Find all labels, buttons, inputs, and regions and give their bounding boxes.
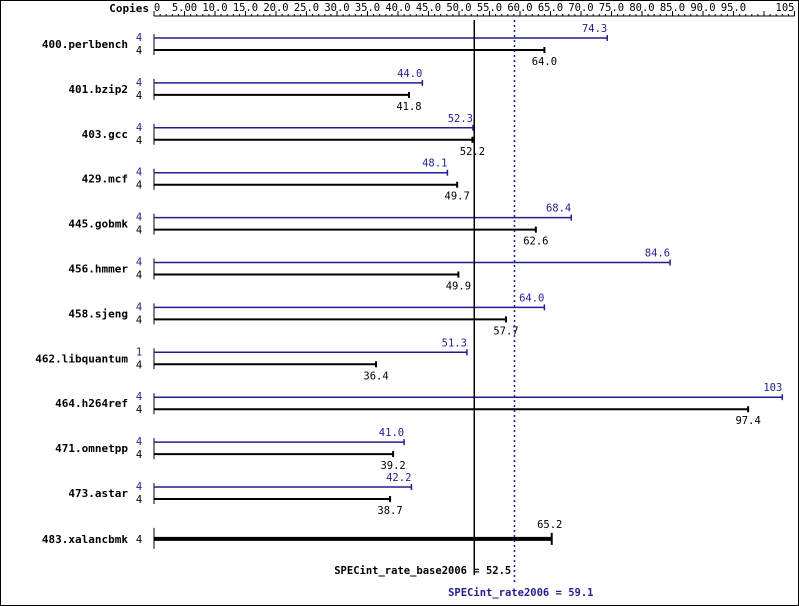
benchmark-label: 471.omnetpp bbox=[55, 442, 128, 455]
base-copies-label: 4 bbox=[136, 45, 142, 57]
peak-copies-label: 4 bbox=[136, 257, 142, 269]
base-copies-label: 4 bbox=[136, 314, 142, 326]
base-copies-label: 4 bbox=[136, 449, 142, 461]
x-tick-label: 35.0 bbox=[355, 2, 380, 14]
peak-value-label: 52.3 bbox=[448, 113, 473, 125]
benchmark-label: 462.libquantum bbox=[35, 352, 128, 365]
x-tick-label: 45.0 bbox=[416, 2, 441, 14]
peak-copies-label: 4 bbox=[136, 77, 142, 89]
copies-header: Copies bbox=[109, 2, 149, 15]
peak-value-label: 68.4 bbox=[546, 203, 571, 215]
peak-copies-label: 1 bbox=[136, 346, 142, 358]
peak-reference-label: SPECint_rate2006 = 59.1 bbox=[448, 587, 593, 599]
benchmark-label: 429.mcf bbox=[82, 173, 128, 186]
x-tick-label: 5.00 bbox=[172, 2, 197, 14]
base-value-label: 97.4 bbox=[735, 415, 760, 427]
base-value-label: 49.9 bbox=[446, 281, 471, 293]
benchmark-label: 403.gcc bbox=[82, 128, 128, 141]
base-copies-label: 4 bbox=[136, 135, 142, 147]
x-tick-label: 90.0 bbox=[690, 2, 715, 14]
base-value-label: 57.7 bbox=[493, 325, 518, 337]
peak-copies-label: 4 bbox=[136, 391, 142, 403]
x-tick-label: 75.0 bbox=[599, 2, 624, 14]
peak-value-label: 41.0 bbox=[379, 427, 404, 439]
peak-value-label: 103 bbox=[763, 382, 782, 394]
base-value-label: 49.7 bbox=[445, 191, 470, 203]
x-tick-label: 95.0 bbox=[721, 2, 746, 14]
x-tick-label: 70.0 bbox=[568, 2, 593, 14]
peak-copies-label: 4 bbox=[136, 481, 142, 493]
x-tick-label: 85.0 bbox=[660, 2, 685, 14]
base-copies-label: 4 bbox=[136, 90, 142, 102]
peak-value-label: 51.3 bbox=[442, 337, 467, 349]
base-copies-label: 4 bbox=[136, 534, 142, 546]
peak-value-label: 74.3 bbox=[582, 23, 607, 35]
base-copies-label: 4 bbox=[136, 180, 142, 192]
x-tick-label: 60.0 bbox=[507, 2, 532, 14]
base-reference-label: SPECint_rate_base2006 = 52.5 bbox=[334, 565, 511, 577]
benchmark-label: 464.h264ref bbox=[55, 397, 128, 410]
benchmark-label: 483.xalancbmk bbox=[42, 533, 128, 546]
peak-copies-label: 4 bbox=[136, 167, 142, 179]
benchmark-label: 456.hmmer bbox=[68, 263, 128, 276]
base-copies-label: 4 bbox=[136, 494, 142, 506]
peak-value-label: 42.2 bbox=[386, 472, 411, 484]
peak-copies-label: 4 bbox=[136, 32, 142, 44]
base-copies-label: 4 bbox=[136, 225, 142, 237]
x-tick-label: 105 bbox=[776, 2, 795, 14]
base-value-label: 36.4 bbox=[363, 370, 388, 382]
base-value-label: 62.6 bbox=[523, 236, 548, 248]
benchmark-label: 445.gobmk bbox=[68, 218, 128, 231]
x-tick-label: 40.0 bbox=[385, 2, 410, 14]
benchmark-label: 401.bzip2 bbox=[68, 83, 128, 96]
benchmark-label: 458.sjeng bbox=[68, 307, 128, 320]
base-copies-label: 4 bbox=[136, 404, 142, 416]
peak-copies-label: 4 bbox=[136, 301, 142, 313]
base-value-label: 64.0 bbox=[532, 56, 557, 68]
peak-value-label: 44.0 bbox=[397, 68, 422, 80]
x-tick-label: 10.0 bbox=[202, 2, 227, 14]
x-tick-label: 15.0 bbox=[233, 2, 258, 14]
x-tick-label: 65.0 bbox=[538, 2, 563, 14]
x-tick-label: 30.0 bbox=[324, 2, 349, 14]
peak-copies-label: 4 bbox=[136, 212, 142, 224]
x-tick-label: 20.0 bbox=[263, 2, 288, 14]
base-copies-label: 4 bbox=[136, 270, 142, 282]
peak-copies-label: 4 bbox=[136, 122, 142, 134]
peak-value-label: 84.6 bbox=[645, 248, 670, 260]
x-tick-label: 55.0 bbox=[477, 2, 502, 14]
peak-copies-label: 4 bbox=[136, 436, 142, 448]
x-tick-label: 25.0 bbox=[294, 2, 319, 14]
x-tick-label: 0 bbox=[154, 2, 160, 14]
x-tick-label: 80.0 bbox=[629, 2, 654, 14]
benchmark-label: 400.perlbench bbox=[42, 38, 128, 51]
base-copies-label: 4 bbox=[136, 359, 142, 371]
x-tick-label: 50.0 bbox=[446, 2, 471, 14]
base-value-label: 41.8 bbox=[396, 101, 421, 113]
peak-value-label: 48.1 bbox=[422, 158, 447, 170]
benchmark-label: 473.astar bbox=[68, 487, 128, 500]
base-value-label: 38.7 bbox=[377, 505, 402, 517]
peak-value-label: 64.0 bbox=[519, 292, 544, 304]
base-value-label: 65.2 bbox=[537, 519, 562, 531]
base-value-label: 39.2 bbox=[380, 460, 405, 472]
base-value-label: 52.2 bbox=[460, 146, 485, 158]
